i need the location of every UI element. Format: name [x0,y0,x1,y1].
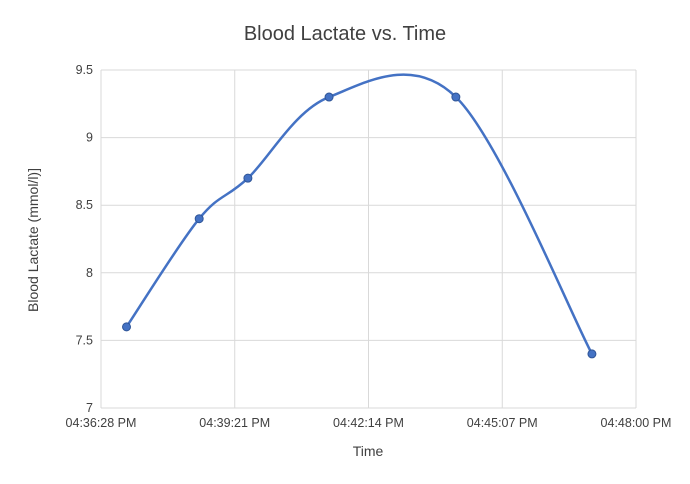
x-tick-label: 04:45:07 PM [467,416,538,430]
y-tick-label: 8.5 [76,198,93,212]
chart-title: Blood Lactate vs. Time [244,23,446,45]
tick-labels: 7 7.5 8 8.5 9 9.5 04:36:28 PM 04:39:21 PM 04:42:… [66,63,672,430]
gridlines [100,69,637,409]
y-axis-title: Blood Lactate (mmol/l)] [25,168,41,312]
x-tick-label: 04:39:21 PM [199,416,270,430]
series-line [125,73,594,356]
y-tick-label: 9 [86,131,93,145]
y-tick-label: 8 [86,266,93,280]
x-axis-title: Time [353,443,384,459]
data-point [194,214,204,224]
x-tick-label: 04:48:00 PM [601,416,672,430]
data-point [122,322,132,332]
y-tick-label: 7.5 [76,333,93,347]
y-tick-label: 7 [86,401,93,415]
data-point [451,92,461,102]
data-point [324,92,334,102]
y-tick-label: 9.5 [76,63,93,77]
data-points [122,92,597,359]
x-tick-label: 04:42:14 PM [333,416,404,430]
x-tick-label: 04:36:28 PM [66,416,137,430]
data-point [243,173,253,183]
data-point [587,349,597,359]
